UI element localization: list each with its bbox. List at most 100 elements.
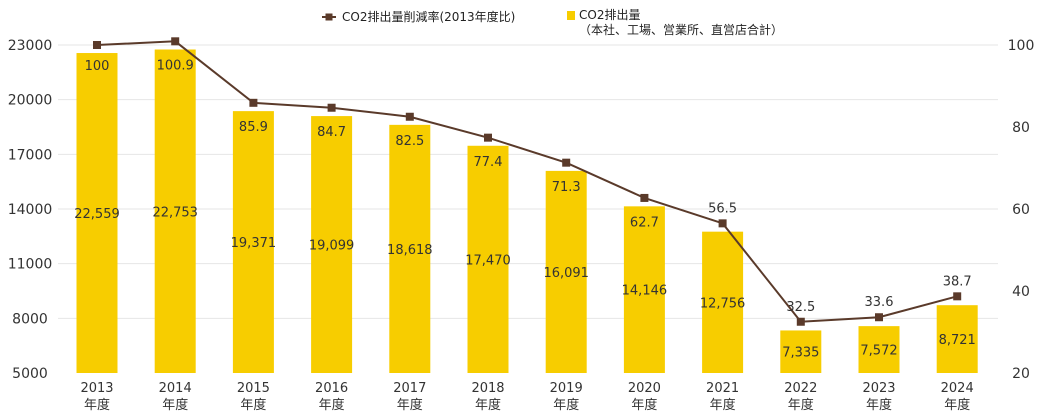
line-value-label: 100 [85, 59, 110, 74]
line-value-label: 85.9 [239, 120, 268, 135]
line-value-label: 84.7 [317, 125, 346, 140]
x-tick-label-unit: 年度 [240, 397, 266, 413]
grid-lines [58, 44, 998, 319]
line-value-label: 56.5 [708, 201, 737, 216]
x-tick-label-year: 2015 [237, 381, 270, 396]
x-tick-label-unit: 年度 [162, 397, 188, 413]
bar [858, 326, 900, 373]
line-marker [327, 103, 336, 112]
x-tick-label-unit: 年度 [710, 397, 736, 413]
bar-value-label: 7,335 [782, 346, 819, 361]
bar-value-label: 18,618 [387, 243, 433, 258]
bar-value-label: 19,099 [309, 239, 355, 254]
bar-series [76, 49, 978, 374]
left-axis-tick-label: 8000 [12, 311, 48, 327]
bar-value-label: 8,721 [939, 333, 976, 348]
line-series [93, 37, 962, 326]
bar-value-label: 17,470 [465, 253, 511, 268]
bar [936, 305, 978, 373]
legend-item-line: CO2排出量削減率(2013年度比) [322, 9, 515, 24]
bar-value-label: 22,753 [152, 205, 198, 220]
line-marker [249, 98, 258, 107]
line-marker [93, 41, 101, 49]
right-axis-tick-label: 100 [1008, 38, 1035, 54]
line-marker [405, 112, 414, 121]
x-tick-label-year: 2018 [471, 381, 504, 396]
line-value-label: 71.3 [552, 180, 581, 195]
x-tick-label-year: 2019 [550, 381, 583, 396]
bar-value-label: 22,559 [74, 207, 120, 222]
x-tick-label-unit: 年度 [631, 397, 657, 413]
line-value-label: 38.7 [943, 274, 972, 289]
x-tick-label-year: 2013 [80, 381, 113, 396]
bar-value-labels: 22,559 22,753 19,371 19,099 18,618 17,470 16,0… [74, 205, 976, 360]
line-value-label: 33.6 [865, 295, 894, 310]
x-tick-label-year: 2020 [628, 381, 661, 396]
right-axis-ticks: 20 40 60 80 100 [1008, 38, 1035, 382]
line-marker [640, 193, 649, 202]
bar-value-label: 14,146 [622, 284, 668, 299]
x-tick-label-year: 2014 [159, 381, 192, 396]
line-marker [562, 158, 571, 167]
legend-item-bar: CO2排出量 （本社、工場、営業所、直営店合計） [567, 8, 783, 37]
left-axis-tick-label: 14000 [8, 202, 53, 218]
right-axis-tick-label: 60 [1012, 202, 1030, 218]
line-marker [875, 313, 883, 322]
line-value-label: 32.5 [786, 300, 815, 315]
left-axis-tick-label: 20000 [8, 93, 53, 109]
line-value-label: 82.5 [395, 134, 424, 149]
bar [702, 231, 744, 373]
legend-bar-label-line1: CO2排出量 [579, 8, 640, 22]
line-marker [171, 37, 180, 46]
line-value-labels: 100 100.9 85.9 84.7 82.5 77.4 71.3 62.7 56.5 32.5… [85, 59, 972, 315]
x-tick-label-unit: 年度 [866, 397, 892, 413]
x-tick-label-year: 2022 [784, 381, 817, 396]
bar-value-label: 12,756 [700, 296, 746, 311]
right-axis-tick-label: 40 [1012, 284, 1030, 300]
bar [467, 145, 509, 373]
x-tick-label-unit: 年度 [397, 397, 423, 413]
left-axis-tick-label: 11000 [8, 257, 53, 273]
x-tick-label-unit: 年度 [553, 397, 579, 413]
line-marker [718, 219, 727, 228]
bar [232, 111, 274, 373]
bar [545, 170, 587, 373]
line-path [96, 40, 958, 323]
line-value-label: 100.9 [157, 59, 194, 74]
bar [154, 49, 196, 374]
bar-value-label: 19,371 [231, 236, 277, 251]
left-axis-tick-label: 5000 [12, 366, 48, 382]
x-tick-label-year: 2024 [941, 381, 974, 396]
x-tick-label-unit: 年度 [84, 397, 110, 413]
x-tick-label-unit: 年度 [788, 397, 814, 413]
legend-line-label: CO2排出量削減率(2013年度比) [342, 9, 515, 24]
bar [623, 206, 665, 373]
bar [780, 330, 822, 373]
x-tick-label-unit: 年度 [475, 397, 501, 413]
left-axis-tick-label: 23000 [8, 38, 53, 54]
left-axis-ticks: 5000 8000 11000 14000 17000 20000 23000 [8, 38, 53, 382]
bar [76, 53, 118, 373]
x-tick-label-unit: 年度 [319, 397, 345, 413]
bar [389, 124, 431, 373]
left-axis-tick-label: 17000 [8, 147, 53, 163]
bar-value-label: 16,091 [543, 266, 589, 281]
legend-line-marker [325, 13, 333, 21]
x-tick-label-unit: 年度 [944, 397, 970, 413]
bar [311, 116, 353, 373]
right-axis-tick-label: 80 [1012, 120, 1030, 136]
bar-value-label: 7,572 [860, 344, 897, 359]
x-axis-ticks: 2013年度2014年度2015年度2016年度2017年度2018年度2019… [80, 381, 973, 413]
legend: CO2排出量削減率(2013年度比) CO2排出量 （本社、工場、営業所、直営店… [322, 8, 783, 37]
line-marker [484, 133, 492, 142]
x-tick-label-year: 2021 [706, 381, 739, 396]
right-axis-tick-label: 20 [1012, 366, 1030, 382]
x-tick-label-year: 2017 [393, 381, 426, 396]
legend-bar-label-line2: （本社、工場、営業所、直営店合計） [579, 22, 783, 37]
line-marker [953, 292, 962, 301]
x-tick-label-year: 2016 [315, 381, 348, 396]
line-value-label: 77.4 [474, 155, 503, 170]
legend-bar-swatch [567, 11, 575, 20]
x-tick-label-year: 2023 [862, 381, 895, 396]
